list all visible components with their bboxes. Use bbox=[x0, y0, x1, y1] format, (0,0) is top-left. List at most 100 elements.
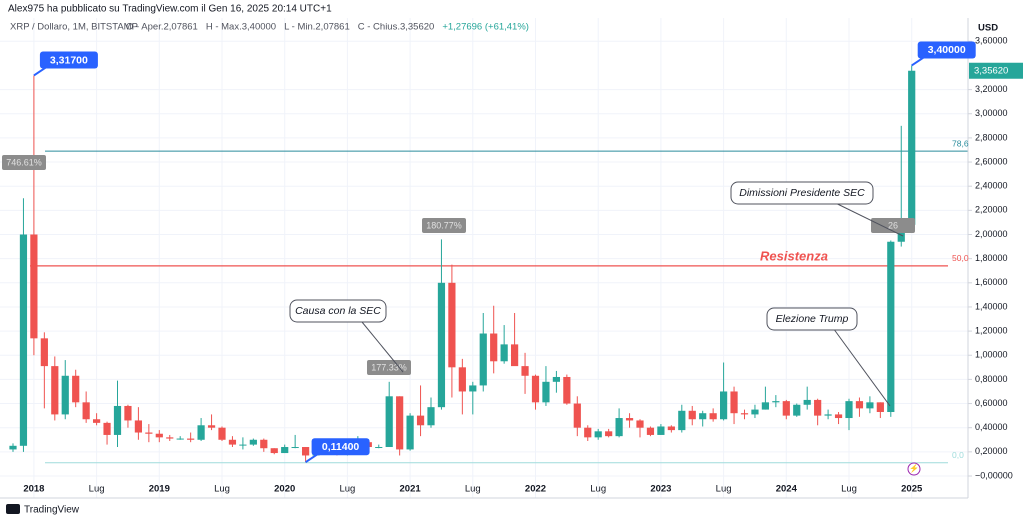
callout-box bbox=[39, 51, 98, 69]
candle-body bbox=[51, 366, 59, 415]
candle-body bbox=[605, 431, 613, 437]
x-tick-label: 2024 bbox=[776, 484, 798, 495]
candle-body bbox=[772, 401, 780, 403]
y-tick-label: 0,60000 bbox=[975, 398, 1008, 408]
callout-label: 0,11400 bbox=[322, 441, 360, 453]
level-label: 78,6 bbox=[952, 138, 969, 148]
candle-body bbox=[228, 439, 237, 445]
note-label: Causa con la SEC bbox=[295, 305, 381, 317]
chart-title: XRP / Dollaro, 1M, BITSTAMP bbox=[10, 22, 138, 33]
x-tick-label: Lug bbox=[465, 484, 481, 495]
candle-body bbox=[542, 381, 550, 403]
candle-body bbox=[552, 376, 560, 382]
candle-body bbox=[197, 425, 205, 440]
footer-logo bbox=[6, 504, 20, 514]
candle-body bbox=[521, 366, 529, 376]
x-tick-label: 2025 bbox=[901, 484, 923, 495]
y-tick-label: −0,00000 bbox=[975, 470, 1013, 480]
x-tick-label: 2021 bbox=[400, 484, 422, 495]
y-tick-label: 1,20000 bbox=[975, 325, 1008, 335]
candle-body bbox=[458, 367, 466, 392]
candle-body bbox=[281, 447, 289, 454]
candle-body bbox=[249, 439, 257, 445]
candle-body bbox=[9, 445, 17, 450]
candle-body bbox=[291, 447, 299, 449]
y-tick-label: 3,00000 bbox=[975, 108, 1008, 118]
candle-body bbox=[678, 410, 686, 431]
y-tick-label: 2,20000 bbox=[975, 205, 1008, 215]
candle-body bbox=[207, 425, 216, 428]
candle-body bbox=[72, 375, 80, 403]
candle-body bbox=[239, 444, 247, 446]
candle-body bbox=[657, 426, 665, 435]
candle-body bbox=[720, 391, 728, 420]
callout-box bbox=[311, 438, 370, 456]
candle-body bbox=[396, 396, 404, 450]
y-tick-label: 1,00000 bbox=[975, 350, 1008, 360]
percent-label: 746.61% bbox=[6, 157, 42, 167]
legend-item: H - Max.3,40000 bbox=[206, 22, 276, 33]
candle-body bbox=[187, 438, 195, 440]
plot-area: 746.61% 180.77% 177.33% 26 bbox=[0, 18, 968, 498]
candle-body bbox=[667, 426, 675, 431]
candle-body bbox=[166, 437, 174, 439]
percent-label-box bbox=[2, 155, 46, 170]
candle-body bbox=[855, 401, 864, 409]
percent-label: 26 bbox=[888, 220, 898, 230]
x-tick-label: 2020 bbox=[274, 484, 295, 495]
y-tick-label: 2,80000 bbox=[975, 132, 1008, 142]
candle-body bbox=[490, 333, 498, 362]
candle-body bbox=[469, 385, 477, 392]
candle-body bbox=[887, 241, 895, 412]
x-tick-label: Lug bbox=[214, 484, 230, 495]
candle-body bbox=[437, 282, 446, 408]
candle-body bbox=[145, 432, 153, 434]
x-tick-label: Lug bbox=[590, 484, 606, 495]
y-tick-label: 1,40000 bbox=[975, 301, 1008, 311]
note-label: Dimissioni Presidente SEC bbox=[739, 187, 865, 199]
candle-body bbox=[761, 402, 769, 410]
candle-body bbox=[573, 403, 581, 428]
candle-body bbox=[834, 414, 843, 419]
last-price-box bbox=[969, 62, 1023, 79]
candle-body bbox=[845, 401, 853, 419]
candle-body bbox=[176, 438, 184, 440]
candle-body bbox=[625, 418, 634, 421]
candle-body bbox=[814, 399, 822, 416]
percent-label: 177.33% bbox=[371, 362, 407, 372]
candle-body bbox=[824, 414, 832, 416]
candle-body bbox=[584, 427, 592, 438]
legend-item: O - Aper.2,07861 bbox=[126, 22, 198, 33]
candle-body bbox=[270, 448, 278, 454]
last-price-label: 3,35620 bbox=[974, 65, 1008, 76]
candle-body bbox=[793, 404, 801, 416]
y-tick-label: 3,60000 bbox=[975, 36, 1008, 46]
candle-body bbox=[751, 409, 759, 415]
candle-body bbox=[448, 282, 456, 368]
y-tick-label: 2,40000 bbox=[975, 181, 1008, 191]
candle-body bbox=[375, 447, 383, 449]
y-tick-label: 1,80000 bbox=[975, 253, 1008, 263]
candle-body bbox=[61, 375, 69, 415]
candle-body bbox=[218, 427, 226, 440]
callout-box bbox=[917, 41, 976, 59]
candle-body bbox=[782, 401, 790, 416]
candle-body bbox=[406, 415, 414, 450]
percent-label: 180.77% bbox=[426, 220, 462, 230]
candle-body bbox=[427, 407, 435, 426]
candle-body bbox=[385, 396, 393, 448]
candle-body bbox=[30, 234, 38, 339]
event-icon[interactable] bbox=[907, 462, 921, 476]
candle-body bbox=[699, 413, 707, 420]
candle-body bbox=[897, 224, 905, 242]
callout-label: 3,31700 bbox=[50, 54, 88, 66]
y-tick-label: 2,60000 bbox=[975, 156, 1008, 166]
candle-body bbox=[646, 427, 655, 435]
y-tick-label: 1,60000 bbox=[975, 277, 1008, 287]
legend-item: +1,27696 (+61,41%) bbox=[442, 22, 529, 33]
percent-label-box bbox=[422, 218, 466, 233]
candle-body bbox=[563, 376, 571, 404]
note-box bbox=[289, 299, 387, 323]
